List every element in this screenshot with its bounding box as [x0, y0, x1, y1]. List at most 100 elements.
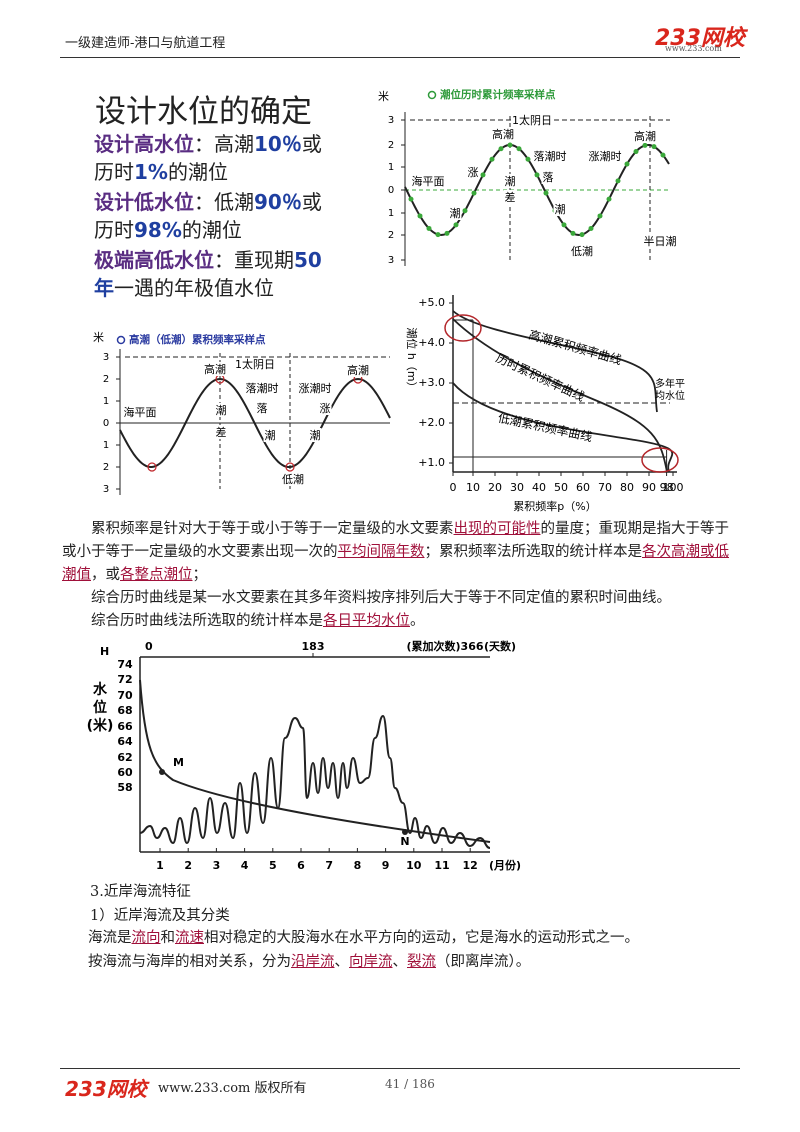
- x-tick-label: 5: [269, 859, 277, 872]
- text-run: 累积频率是针对大于等于或小于等于一定量级的水文要素: [91, 521, 454, 537]
- slide-text: 设计低水位: [94, 190, 194, 214]
- underlined-term: 各日平均水位: [323, 613, 410, 629]
- x-tick-label: 1: [156, 859, 164, 872]
- sample-dot: [579, 232, 585, 238]
- label-bg: [244, 381, 280, 395]
- x-tick-label: 10: [466, 481, 480, 494]
- label-bg: [214, 403, 228, 417]
- underlined-term: 沿岸流: [291, 954, 335, 970]
- sample-dot: [471, 190, 477, 196]
- diagram-label: 低潮: [282, 472, 304, 486]
- x-tick-label: 70: [598, 481, 612, 494]
- y-tick-label: 60: [117, 766, 133, 779]
- footer-page: 41 / 186: [385, 1077, 435, 1091]
- sample-ring: [147, 462, 157, 472]
- y-tick-label: 3: [103, 484, 109, 495]
- underlined-term: 裂流: [407, 954, 436, 970]
- slide-text: ：高潮: [194, 132, 254, 156]
- frequency-curve: [452, 382, 674, 473]
- point-label: N: [400, 835, 409, 848]
- y-label: 水: [93, 681, 108, 698]
- sample-dot: [615, 178, 621, 184]
- x-tick-label: 30: [510, 481, 524, 494]
- label-bg: [466, 166, 480, 179]
- underlined-term: 各整点潮位: [120, 567, 193, 583]
- sample-dot: [633, 149, 639, 155]
- label-bg: [263, 428, 277, 442]
- diagram-label: 潮: [216, 403, 227, 417]
- paragraph: 海流是流向和流速相对稳定的大股海水在水平方向的运动，它是海水的运动形式之一。: [88, 927, 766, 950]
- slide-text: 历时: [94, 218, 134, 242]
- slide-text: 年: [94, 276, 114, 300]
- sample-dot: [660, 152, 666, 158]
- top-tick-label: 183: [302, 640, 325, 653]
- y-tick-label: 66: [117, 720, 133, 733]
- top-unit: (天数): [484, 639, 516, 653]
- y-tick-label: 3: [103, 352, 109, 363]
- x-tick-label: 50: [554, 481, 568, 494]
- legend: 高潮（低潮）累积频率采样点: [129, 333, 266, 346]
- diagram-label: 海平面: [124, 405, 157, 419]
- legend: 潮位历时累计频率采样点: [440, 88, 556, 101]
- label-bg: [297, 381, 333, 395]
- slide-text: ：重现期: [214, 248, 294, 272]
- diagram-label: 差: [216, 425, 227, 439]
- x-tick-label: 0: [450, 481, 457, 494]
- curve-label: 低潮累积频率曲线: [497, 410, 594, 445]
- sample-dot: [597, 213, 603, 219]
- unit: 米: [93, 331, 104, 344]
- sample-dot: [606, 196, 612, 202]
- label-bg: [532, 149, 568, 163]
- diagram-label: 潮: [505, 174, 516, 188]
- sample-dot: [507, 142, 513, 148]
- sample-dot: [588, 225, 594, 231]
- text-run: 。: [410, 613, 425, 629]
- y-tick-label: 0: [388, 185, 394, 196]
- frequency-curve: [452, 310, 658, 413]
- y-tick-label: 58: [117, 781, 132, 794]
- x-tick-label: 10: [406, 859, 422, 872]
- label-bg: [503, 174, 517, 188]
- diagram-label: 海平面: [412, 174, 445, 188]
- label-bg: [234, 358, 276, 371]
- label-bg: [122, 405, 158, 419]
- label-bg: [448, 206, 462, 220]
- y-tick-label: +4.0: [418, 336, 445, 349]
- sample-dot: [498, 146, 504, 152]
- y-tick-label: 1: [103, 440, 109, 451]
- sample-dot: [426, 225, 432, 231]
- text-run: 和: [160, 930, 176, 946]
- sample-dot: [570, 230, 576, 236]
- top-tick-label: 0: [145, 640, 153, 653]
- label-bg: [214, 425, 228, 439]
- sample-dot: [408, 196, 414, 202]
- sample-dot: [435, 232, 441, 238]
- diagram-label: 落潮时: [246, 381, 279, 395]
- text-run: ；: [192, 567, 208, 583]
- y-tick-label: 62: [117, 751, 132, 764]
- x-unit: (月份): [489, 858, 521, 872]
- diagram-label: 潮: [310, 428, 321, 442]
- frequency-diagram: +5.0 +4.0 +3.0 +2.0 +1.0 0 10 20 30 40 50 60 70 80 90 9…: [405, 295, 685, 513]
- diagram-label: 落潮时: [534, 149, 567, 163]
- y-label: 位: [93, 699, 107, 716]
- h-label: H: [100, 645, 109, 658]
- text-run: 综合历时曲线是某一水文要素在其多年资料按序排列后大于等于不同定值的累积时间曲线。: [91, 590, 671, 606]
- text-run: 的量度；重现期是指大于等于或小于等于一定量级的水文要素出现一次的: [62, 521, 729, 560]
- highlight: [444, 314, 482, 342]
- x-tick-label: 8: [354, 859, 362, 872]
- label-bg: [633, 129, 657, 143]
- legend-marker: [427, 90, 437, 100]
- diagram-label: 潮: [265, 428, 276, 442]
- diagram-label: 1太阴日: [235, 358, 275, 371]
- x-tick-label: 12: [463, 859, 478, 872]
- y-tick-label: 2: [103, 374, 109, 385]
- y-tick-label: +1.0: [418, 456, 445, 469]
- paragraph: 按海流与海岸的相对关系，分为沿岸流、向岸流、裂流（即离岸流）。: [88, 951, 766, 974]
- sample-dot: [534, 172, 540, 178]
- underlined-term: 出现的可能性: [453, 521, 541, 537]
- sample-dot: [624, 161, 630, 167]
- x-tick-label: 6: [297, 859, 305, 872]
